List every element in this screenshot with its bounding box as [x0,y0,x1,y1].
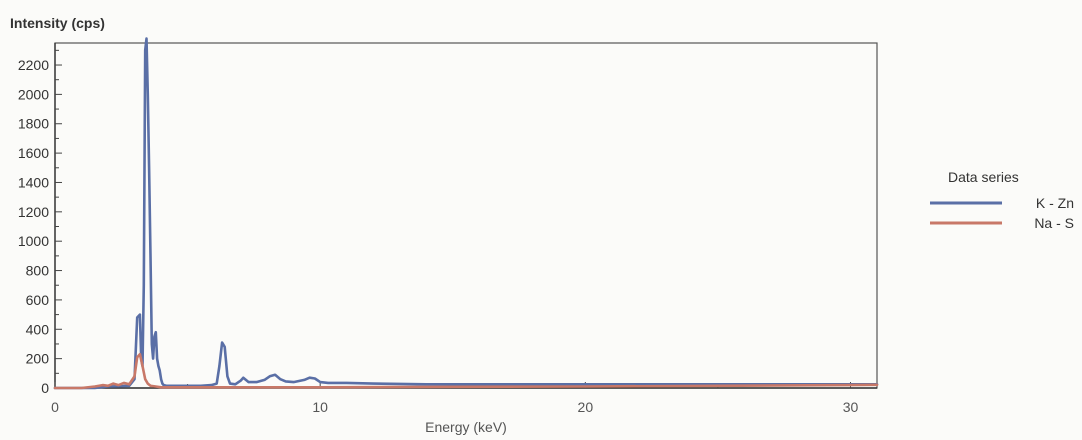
x-tick-label: 30 [843,399,859,415]
y-tick-label: 400 [26,321,50,337]
y-tick-label: 1600 [18,145,49,161]
x-tick-label: 20 [578,399,594,415]
y-tick-label: 1400 [18,174,49,190]
y-tick-label: 0 [41,380,49,396]
y-tick-label: 1000 [18,233,49,249]
y-axis-label: Intensity (cps) [10,15,105,31]
y-tick-label: 2000 [18,86,49,102]
legend-entry-label: K - Zn [1036,195,1074,211]
x-axis-ticks: 0 10 20 30 [51,382,858,415]
series-layer [53,37,879,390]
series-line-na-s [53,352,879,390]
legend-title: Data series [948,169,1019,185]
y-tick-label: 600 [26,292,50,308]
legend-entry-label: Na - S [1034,215,1074,231]
y-tick-label: 1800 [18,116,49,132]
y-tick-label: 2200 [18,57,49,73]
y-axis-ticks: 0 200 400 600 800 1000 1200 1400 1600 1800 2000 220… [18,49,62,396]
plot-area-frame [54,42,878,389]
x-tick-label: 10 [312,399,328,415]
x-axis-label: Energy (keV) [425,419,507,435]
y-tick-label: 800 [26,263,50,279]
x-tick-label: 0 [51,399,59,415]
legend: Data series K - Zn Na - S [930,169,1074,231]
y-tick-label: 200 [26,351,50,367]
y-tick-label: 1200 [18,204,49,220]
series-line-k-zn [53,37,879,390]
